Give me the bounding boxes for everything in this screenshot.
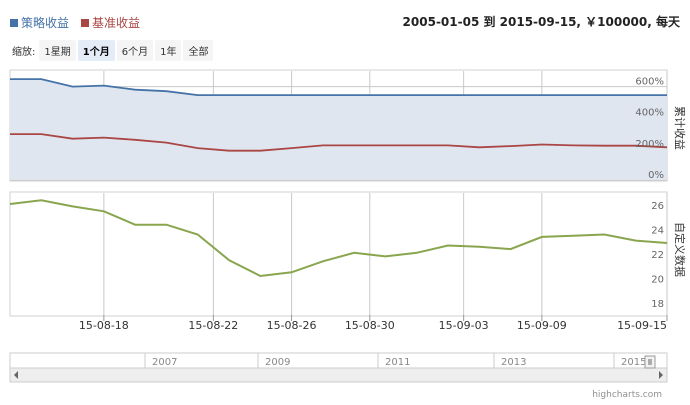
top-y-tick-label: 200% xyxy=(635,139,664,150)
strategy-area-fill xyxy=(10,79,667,180)
top-y-axis-title: 累计收益 xyxy=(673,106,687,150)
zoom-button-all[interactable]: 全部 xyxy=(183,40,214,61)
legend: 策略收益 基准收益 xyxy=(10,14,146,31)
bottom-y-tick-label: 22 xyxy=(651,250,664,261)
bottom-y-tick-label: 18 xyxy=(651,299,664,310)
navigator-year-label: 2011 xyxy=(385,357,410,368)
legend-item-benchmark[interactable]: 基准收益 xyxy=(81,14,140,31)
zoom-button-1-year[interactable]: 1年 xyxy=(155,40,182,61)
top-y-tick-label: 600% xyxy=(635,77,664,88)
legend-swatch-strategy xyxy=(10,18,18,27)
legend-label-strategy: 策略收益 xyxy=(21,16,70,30)
zoom-label: 缩放: xyxy=(12,47,36,58)
legend-item-strategy[interactable]: 策略收益 xyxy=(10,14,69,31)
bottom-pane-frame xyxy=(9,191,668,317)
bottom-y-tick-label: 26 xyxy=(651,201,664,212)
navigator-frame xyxy=(9,352,668,369)
chart-credit[interactable]: highcharts.com xyxy=(592,390,662,400)
bottom-y-tick-label: 20 xyxy=(651,274,664,285)
top-y-tick-label: 0% xyxy=(648,170,664,181)
date-range-summary: 2005-01-05 到 2015-09-15, ￥100000, 每天 xyxy=(402,15,680,29)
zoom-button-6-months[interactable]: 6个月 xyxy=(116,40,154,61)
custom-data-line xyxy=(9,199,668,278)
scroll-left-arrow-icon[interactable] xyxy=(14,371,18,379)
x-tick-label: 15-08-26 xyxy=(267,319,317,332)
x-tick-label: 15-09-15 xyxy=(617,319,667,332)
navigator-year-label: 2007 xyxy=(152,357,177,368)
legend-label-benchmark: 基准收益 xyxy=(92,16,141,30)
x-tick-label: 15-09-03 xyxy=(439,319,489,332)
bottom-y-tick-label: 24 xyxy=(651,226,664,237)
navigator-scrollbar-track[interactable] xyxy=(9,367,668,383)
navigator-handle[interactable] xyxy=(644,355,656,369)
benchmark-return-line xyxy=(10,133,668,152)
zoom-selector: 缩放: 1星期 1个月 6个月 1年 全部 xyxy=(12,40,214,61)
zoom-button-1-week[interactable]: 1星期 xyxy=(39,40,76,61)
scroll-right-arrow-icon[interactable] xyxy=(659,371,663,379)
x-tick-label: 15-08-18 xyxy=(79,319,129,332)
bottom-y-axis-title: 自定义数据 xyxy=(673,222,687,277)
navigator-year-label: 2009 xyxy=(265,357,290,368)
strategy-return-line xyxy=(10,78,667,96)
x-tick-label: 15-09-09 xyxy=(517,319,567,332)
x-tick-label: 15-08-30 xyxy=(345,319,395,332)
x-tick-label: 15-08-22 xyxy=(188,319,238,332)
navigator-year-label: 2013 xyxy=(501,357,526,368)
top-y-tick-label: 400% xyxy=(635,108,664,119)
legend-swatch-benchmark xyxy=(81,18,90,27)
navigator-year-label: 2015 xyxy=(621,357,646,368)
zoom-button-1-month[interactable]: 1个月 xyxy=(77,40,115,61)
